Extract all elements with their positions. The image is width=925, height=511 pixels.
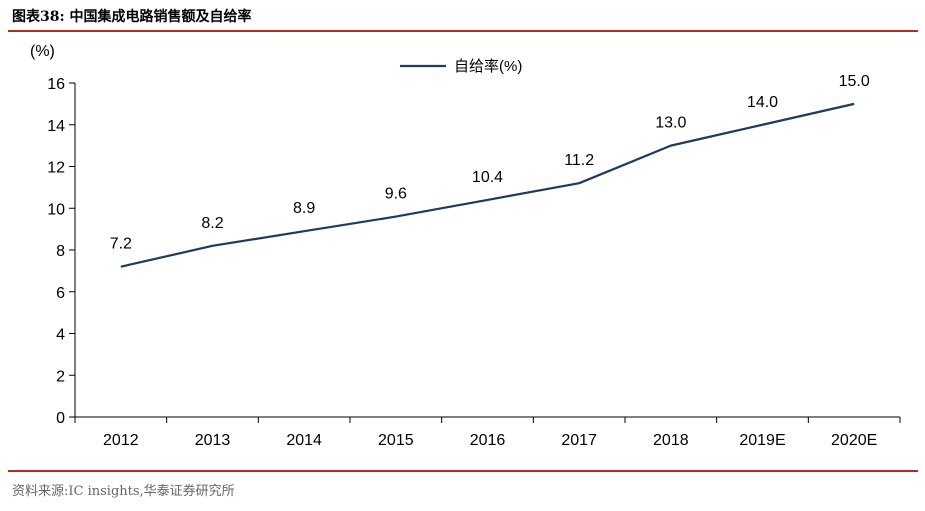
top-rule: [8, 30, 918, 32]
data-label: 14.0: [747, 94, 778, 111]
x-axis: 2012 2013 2014 2015 2016 2017 2018 2019E 2020E: [74, 416, 901, 449]
figure-title: 图表38: 中国集成电路销售额及自给率: [12, 9, 252, 25]
data-label: 13.0: [655, 115, 686, 132]
data-label: 11.2: [564, 152, 594, 169]
x-tick-label: 2018: [653, 432, 689, 449]
x-tick-label: 2012: [103, 432, 139, 449]
y-tick-label: 0: [56, 410, 65, 427]
x-tick-label: 2019E: [739, 432, 785, 449]
y-tick-label: 2: [56, 368, 65, 385]
data-label: 15.0: [839, 73, 870, 90]
series-layer: [120, 102, 855, 268]
source-note: 资料来源:IC insights,华泰证券研究所: [12, 484, 235, 499]
y-tick-label: 4: [56, 327, 65, 344]
bottom-rule: [8, 470, 918, 472]
data-label: 8.9: [293, 200, 315, 217]
x-tick-label: 2013: [195, 432, 231, 449]
x-tick-label: 2016: [470, 432, 506, 449]
y-tick-label: 14: [47, 118, 65, 135]
series-line: [120, 102, 855, 268]
y-tick-label: 12: [47, 160, 65, 177]
data-label: 9.6: [385, 186, 407, 203]
legend-label: 自给率(%): [454, 58, 522, 75]
x-tick-label: 2017: [561, 432, 597, 449]
data-label: 10.4: [472, 169, 503, 186]
y-axis: 0 2 4 6 8 10 12 14 16: [47, 76, 76, 427]
y-tick-label: 10: [47, 201, 65, 218]
legend: 自给率(%): [400, 58, 522, 75]
x-tick-label: 2014: [286, 432, 322, 449]
data-label: 8.2: [201, 215, 223, 232]
y-tick-label: 8: [56, 243, 65, 260]
y-tick-label: 16: [47, 76, 65, 93]
y-axis-label: (%): [30, 43, 55, 60]
x-tick-label: 2020E: [831, 432, 877, 449]
x-tick-label: 2015: [378, 432, 414, 449]
data-labels: 7.2 8.2 8.9 9.6 10.4 11.2 13.0 14.0 15.0: [110, 73, 870, 253]
data-label: 7.2: [110, 236, 132, 253]
y-tick-label: 6: [56, 285, 65, 302]
